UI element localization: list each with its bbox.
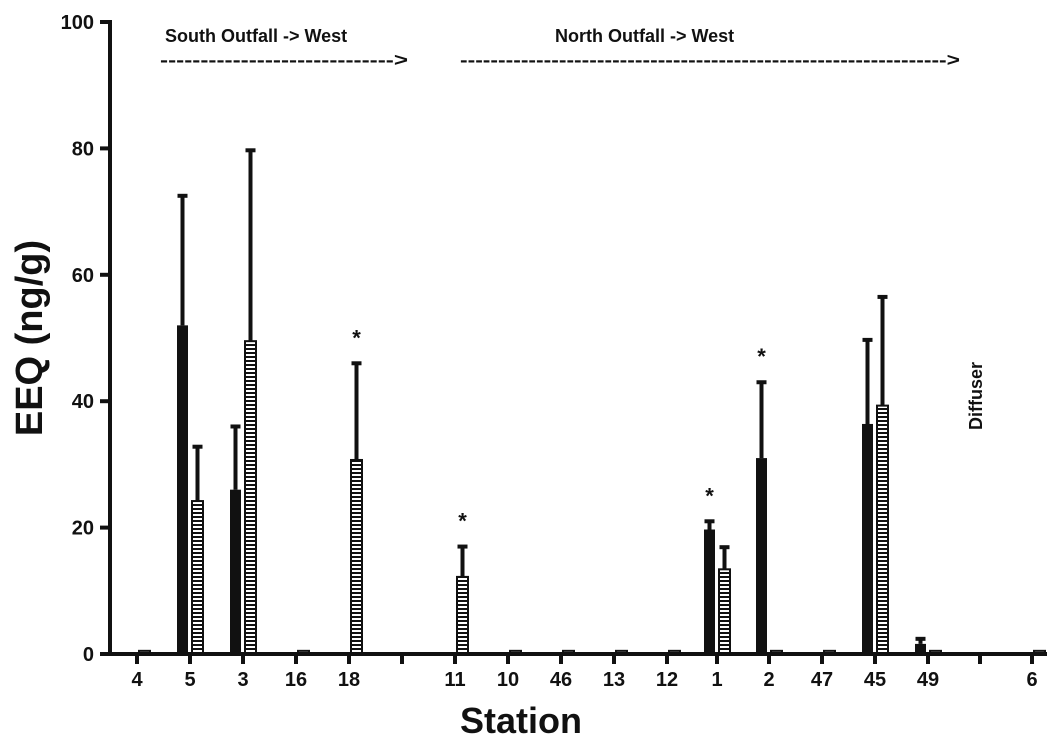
bar-solid: [809, 652, 820, 654]
north-outfall-arrow: ----------------------------------------…: [460, 50, 960, 70]
bar-solid: [124, 652, 135, 654]
y-tick-label: 100: [61, 12, 94, 34]
bar-solid: [756, 458, 767, 654]
error-bars-group: [177, 148, 926, 644]
y-tick-label: 40: [72, 391, 94, 413]
y-tick-label: 20: [72, 518, 94, 540]
x-tick-label: 18: [338, 669, 360, 691]
bar-hatched: [191, 500, 204, 655]
x-tick-label: 1: [711, 669, 722, 691]
bar-solid: [601, 652, 612, 654]
x-axis: 4 5 3 16 18 11 10 46 13 12 1 2 47 45 49 6: [110, 652, 1047, 691]
x-tick-label: 16: [285, 669, 307, 691]
bar-solid: [915, 643, 926, 654]
bar-hatched: [244, 340, 257, 655]
bar-hatched: [929, 649, 942, 656]
x-tick-label: 46: [550, 669, 572, 691]
y-tick-label: 80: [72, 138, 94, 160]
x-tick-label: 12: [656, 669, 678, 691]
bar-hatched: [718, 568, 731, 656]
bar-solid: [654, 652, 665, 654]
bar-hatched: [770, 649, 783, 656]
significance-star: *: [352, 325, 361, 350]
bar-solid: [862, 423, 873, 654]
bar-solid: [283, 652, 294, 654]
bar-hatched: [823, 649, 836, 656]
bar-solid: [177, 325, 188, 654]
bars-group: [124, 325, 1046, 656]
bar-solid: [495, 652, 506, 654]
y-axis-title: EEQ (ng/g): [9, 240, 51, 436]
bar-hatched: [615, 649, 628, 656]
bar-hatched: [562, 649, 575, 656]
diffuser-label: Diffuser: [966, 362, 986, 430]
y-tick-label: 0: [83, 644, 94, 666]
x-tick-label: 4: [131, 669, 143, 691]
bar-solid: [230, 489, 241, 654]
x-tick-label: 6: [1026, 669, 1037, 691]
bar-hatched: [876, 404, 889, 655]
bar-hatched: [297, 649, 310, 656]
bar-hatched: [509, 649, 522, 656]
x-axis-title: Station: [460, 700, 582, 738]
x-tick-label: 2: [763, 669, 774, 691]
significance-star: *: [705, 483, 714, 508]
x-tick-label: 3: [237, 669, 248, 691]
bar-hatched: [138, 649, 151, 656]
x-tick-label: 5: [184, 669, 195, 691]
y-tick-label: 60: [72, 265, 94, 287]
north-outfall-label: North Outfall -> West: [555, 26, 734, 46]
x-tick-label: 45: [864, 669, 886, 691]
x-tick-label: 11: [444, 669, 465, 691]
south-outfall-arrow: ----------------------------->: [160, 50, 408, 70]
bar-solid: [336, 652, 347, 654]
x-tick-label: 49: [917, 669, 939, 691]
significance-star: *: [458, 509, 467, 534]
x-tick-label: 47: [811, 669, 833, 691]
bar-hatched: [456, 575, 469, 655]
bar-hatched: [1033, 649, 1046, 656]
bar-hatched: [350, 458, 363, 656]
bar-hatched: [668, 649, 681, 656]
x-tick-label: 13: [603, 669, 625, 691]
south-outfall-label: South Outfall -> West: [165, 26, 347, 46]
y-axis: 0 20 40 60 80 100: [61, 12, 112, 666]
x-tick-label: 10: [497, 669, 519, 691]
bar-solid: [442, 652, 453, 654]
bar-solid: [548, 652, 559, 654]
significance-star: *: [757, 344, 766, 369]
bar-solid: [704, 529, 715, 654]
significance-markers: * * * *: [352, 325, 766, 533]
bar-solid: [1019, 652, 1030, 654]
